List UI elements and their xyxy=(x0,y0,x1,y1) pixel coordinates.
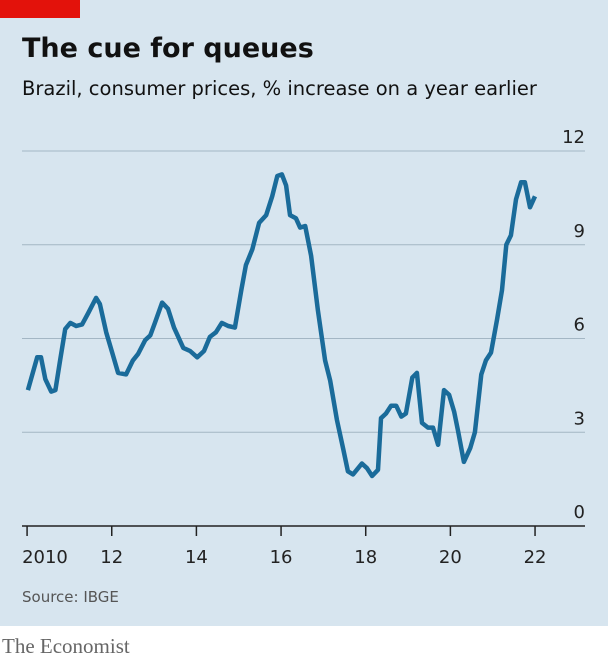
y-tick-label: 0 xyxy=(574,502,585,523)
x-tick-label: 18 xyxy=(354,547,377,568)
chart-subtitle: Brazil, consumer prices, % increase on a… xyxy=(22,77,538,100)
y-tick-label: 9 xyxy=(574,221,585,242)
x-tick-label: 2010 xyxy=(22,547,68,568)
y-tick-label: 3 xyxy=(574,408,585,429)
y-tick-label: 12 xyxy=(562,127,585,148)
red-tag xyxy=(0,0,80,18)
y-tick-label: 6 xyxy=(574,315,585,336)
x-tick-label: 22 xyxy=(524,547,547,568)
x-tick-label: 16 xyxy=(270,547,293,568)
x-tick-label: 14 xyxy=(185,547,208,568)
x-tick-label: 20 xyxy=(439,547,462,568)
x-tick-label: 12 xyxy=(100,547,123,568)
source: Source: IBGE xyxy=(22,588,119,606)
data-line xyxy=(25,172,538,479)
chart-title: The cue for queues xyxy=(22,33,314,64)
brand: The Economist xyxy=(2,634,130,658)
